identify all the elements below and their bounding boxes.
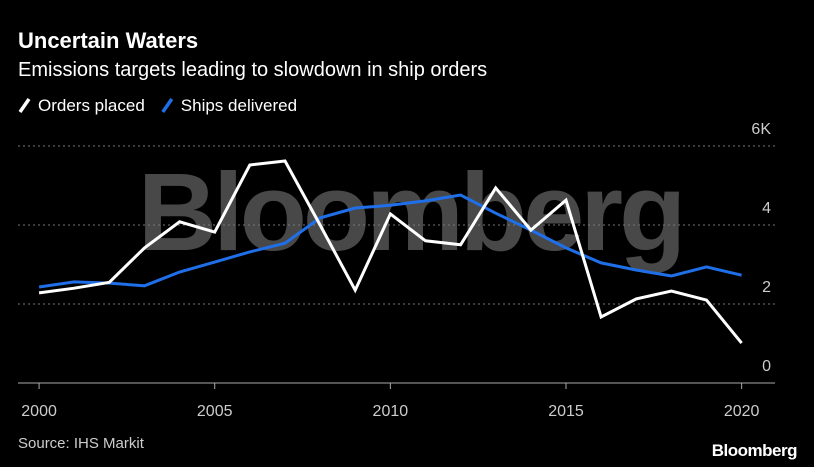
legend-label: Orders placed (38, 96, 145, 115)
watermark: Bloomberg (138, 151, 683, 274)
logo: Bloomberg (712, 441, 797, 460)
legend-swatch (161, 98, 174, 113)
y-tick-label: 2 (762, 279, 771, 296)
y-tick-label: 0 (762, 358, 771, 375)
chart-subtitle: Emissions targets leading to slowdown in… (18, 59, 487, 81)
x-tick-label: 2005 (197, 403, 233, 420)
source: Source: IHS Markit (18, 435, 145, 452)
y-tick-label: 6K (751, 121, 771, 138)
legend-label: Ships delivered (181, 96, 297, 115)
series-line (38, 193, 742, 289)
x-tick-label: 2020 (724, 403, 760, 420)
x-tick-label: 2010 (373, 403, 409, 420)
series-line (38, 159, 743, 345)
legend-swatch (18, 98, 31, 113)
x-tick-label: 2000 (21, 403, 57, 420)
y-tick-label: 4 (762, 200, 771, 217)
chart-title: Uncertain Waters (18, 28, 198, 53)
x-tick-label: 2015 (548, 403, 584, 420)
